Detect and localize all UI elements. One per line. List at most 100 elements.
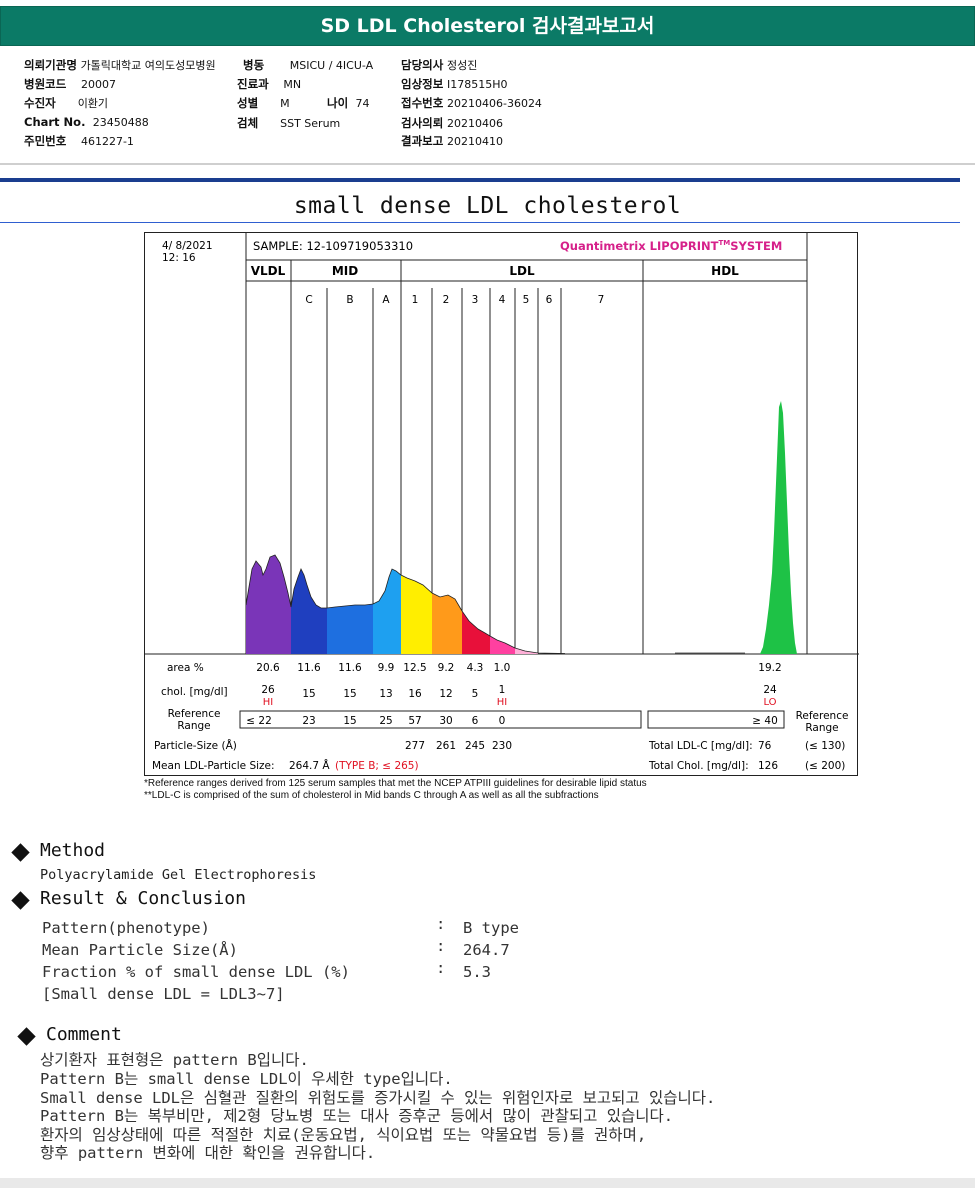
total-chol-ref: (≤ 200) <box>805 760 845 772</box>
ref-range-box-ldl <box>239 710 642 729</box>
comment-line: 상기환자 표현형은 pattern B입니다. <box>40 1051 309 1069</box>
flag-lo: LO <box>763 697 776 708</box>
ref-value: 0 <box>499 715 506 727</box>
info-row: 결과보고 20210410 <box>401 133 503 149</box>
chol-value: 24 <box>763 684 777 696</box>
divider <box>0 178 960 182</box>
chart-time: 12: 16 <box>162 252 196 264</box>
group-label-vldl: VLDL <box>251 264 286 278</box>
area-value: 19.2 <box>758 662 781 674</box>
result-label: Pattern(phenotype) <box>42 919 210 937</box>
info-value: 20007 <box>80 78 116 91</box>
chol-value: 13 <box>379 688 392 700</box>
ref-label-right: Reference <box>796 710 849 722</box>
group-label-hdl: HDL <box>711 264 739 278</box>
ref-value: 57 <box>408 715 421 727</box>
band-label-7: 7 <box>598 294 605 306</box>
result-note: [Small dense LDL = LDL3~7] <box>42 985 285 1003</box>
info-label: 진료과 <box>237 77 269 91</box>
band-label-1: 1 <box>412 294 419 306</box>
info-row: 검사의뢰 20210406 <box>401 115 503 131</box>
ref-value: 23 <box>302 715 315 727</box>
band-ldl1 <box>401 575 432 654</box>
chol-value: 1 <box>499 684 506 696</box>
band-mid-a <box>373 569 401 654</box>
ref-value: 25 <box>379 715 392 727</box>
info-row: 나이 74 <box>327 95 369 111</box>
info-row: 의뢰기관명 가톨릭대학교 여의도성모병원 <box>24 57 216 73</box>
result-value: 264.7 <box>463 941 510 959</box>
ref-range-box-hdl <box>647 710 785 729</box>
info-row: 임상정보 I178515H0 <box>401 76 508 92</box>
area-value: 11.6 <box>297 662 321 674</box>
ref-label-right: Range <box>805 722 838 734</box>
band-ldl2 <box>432 593 462 654</box>
flag-hi: HI <box>497 697 507 708</box>
particle-value: 230 <box>492 740 512 752</box>
comment-line: Small dense LDL은 심혈관 질환의 위험도를 증가시킬 수 있는 … <box>40 1089 716 1107</box>
mean-size-label: Mean LDL-Particle Size: <box>152 760 275 772</box>
info-row: 진료과 MN <box>237 76 301 92</box>
info-label: 검체 <box>237 116 259 130</box>
divider <box>0 222 960 223</box>
info-value: SST Serum <box>280 117 341 130</box>
info-value: 정성진 <box>446 59 478 72</box>
ref-value: 15 <box>343 715 356 727</box>
info-value: 이환기 <box>77 97 109 110</box>
row-label-area: area % <box>167 662 204 674</box>
result-colon: : <box>436 915 446 933</box>
info-label: Chart No. <box>24 115 86 129</box>
result-label: Mean Particle Size(Å) <box>42 941 238 959</box>
bottom-bar <box>0 1178 975 1188</box>
info-label: 결과보고 <box>401 134 444 148</box>
row-label-chol: chol. [mg/dl] <box>161 686 228 698</box>
info-label: 수진자 <box>24 96 56 110</box>
total-ldl-value: 76 <box>758 740 772 752</box>
band-label-b: B <box>346 294 353 306</box>
diamond-bullet-icon <box>11 891 30 910</box>
result-colon: : <box>436 937 446 955</box>
chart-date: 4/ 8/2021 <box>162 240 213 252</box>
band-ldl4 <box>490 636 515 654</box>
comment-line: 환자의 임상상태에 따른 적절한 치료(운동요법, 식이요법 또는 약물요법 등… <box>40 1126 647 1144</box>
info-row: 접수번호 20210406-36024 <box>401 95 542 111</box>
info-label: 의뢰기관명 <box>24 58 77 72</box>
particle-value: 277 <box>405 740 425 752</box>
area-value: 20.6 <box>256 662 280 674</box>
info-label: 담당의사 <box>401 58 444 72</box>
band-mid-b <box>327 604 373 654</box>
lipoprint-chart: 4/ 8/2021 12: 16 SAMPLE: 12-109719053310… <box>144 232 859 776</box>
info-value: 20210406-36024 <box>446 97 542 110</box>
total-chol-value: 126 <box>758 760 778 772</box>
footnote: **LDL-C is comprised of the sum of chole… <box>144 790 599 801</box>
result-value: B type <box>463 919 519 937</box>
info-label: 성별 <box>237 96 259 110</box>
curve-outline <box>245 554 566 654</box>
flag-hi: HI <box>263 697 273 708</box>
info-label: 접수번호 <box>401 96 444 110</box>
band-label-2: 2 <box>443 294 450 306</box>
info-row: 병원코드 20007 <box>24 76 116 92</box>
chart-sample: SAMPLE: 12-109719053310 <box>253 239 413 253</box>
total-ldl-ref: (≤ 130) <box>805 740 845 752</box>
chol-value: 15 <box>302 688 315 700</box>
lipoprint-chart-svg: 4/ 8/2021 12: 16 SAMPLE: 12-109719053310… <box>145 233 859 772</box>
info-value: 20210406 <box>446 117 503 130</box>
info-row: 담당의사 정성진 <box>401 57 477 73</box>
diamond-bullet-icon <box>11 843 30 862</box>
info-value: M <box>280 97 290 110</box>
band-mid-c <box>291 569 327 654</box>
info-value: 461227-1 <box>80 135 134 148</box>
area-value: 1.0 <box>494 662 511 674</box>
info-row: Chart No. 23450488 <box>24 115 149 129</box>
footnote: *Reference ranges derived from 125 serum… <box>144 778 647 789</box>
section-heading-result: Result & Conclusion <box>40 888 246 909</box>
chol-value: 15 <box>343 688 356 700</box>
chart-brand-tail: SYSTEM <box>730 239 782 253</box>
band-label-3: 3 <box>472 294 479 306</box>
ref-value: ≤ 22 <box>246 715 272 727</box>
area-value: 9.2 <box>438 662 455 674</box>
band-ldl3 <box>462 611 490 654</box>
info-value: 23450488 <box>92 116 149 129</box>
band-label-a: A <box>382 294 390 306</box>
